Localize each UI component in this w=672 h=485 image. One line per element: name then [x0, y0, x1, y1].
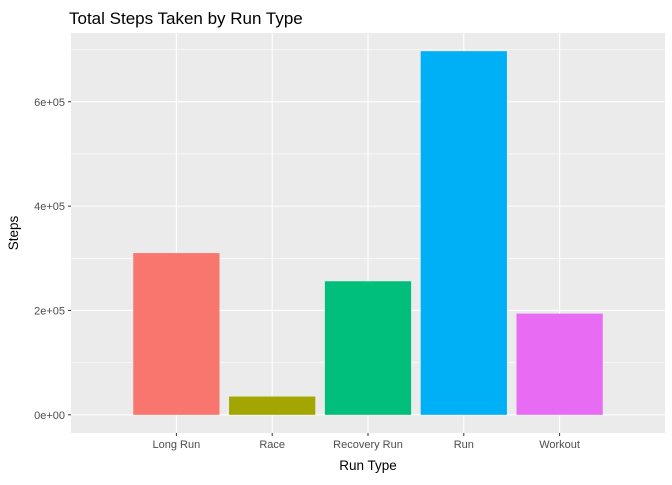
x-tick-label: Race: [259, 439, 285, 451]
x-axis-title: Run Type: [339, 458, 397, 473]
y-axis-title: Steps: [6, 215, 21, 250]
y-tick-label: 0e+00: [34, 410, 65, 422]
bar-workout: [516, 313, 603, 415]
y-tick-label: 2e+05: [34, 305, 65, 317]
bar-race: [229, 396, 316, 415]
y-tick-label: 6e+05: [34, 97, 65, 109]
x-tick-label: Workout: [539, 439, 580, 451]
y-axis: 0e+00 2e+05 4e+05 6e+05: [34, 97, 71, 422]
bar-run: [420, 51, 507, 415]
x-axis: Long Run Race Recovery Run Run Workout: [153, 433, 580, 451]
x-tick-label: Recovery Run: [333, 439, 403, 451]
bar-long-run: [133, 253, 220, 415]
y-tick-label: 4e+05: [34, 201, 65, 213]
bars: [133, 51, 603, 415]
chart-title: Total Steps Taken by Run Type: [69, 9, 303, 28]
bar-recovery-run: [324, 281, 412, 415]
x-tick-label: Long Run: [153, 439, 201, 451]
x-tick-label: Run: [454, 439, 474, 451]
